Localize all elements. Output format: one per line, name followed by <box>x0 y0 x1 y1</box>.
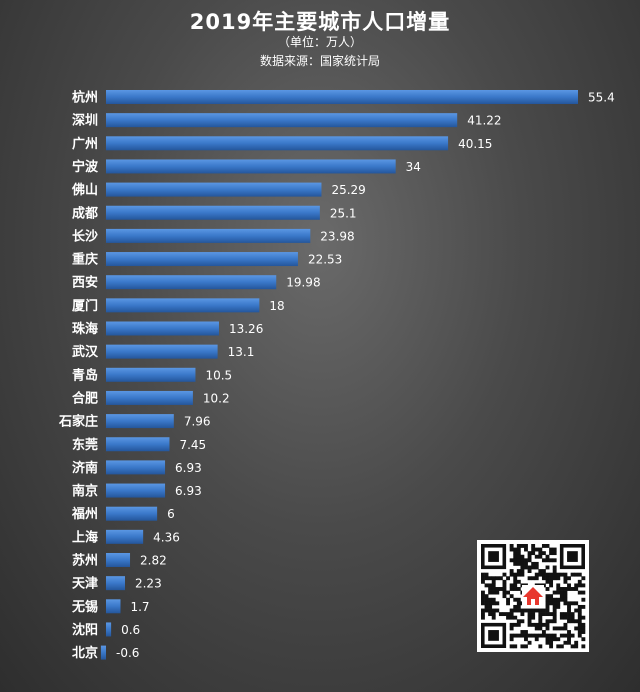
bar <box>106 553 131 567</box>
value-label: 7.96 <box>184 415 211 429</box>
category-label: 天津 <box>72 576 98 592</box>
value-label: 2.23 <box>135 577 162 591</box>
category-label: 广州 <box>72 136 98 152</box>
category-label: 武汉 <box>72 344 99 360</box>
bar <box>106 182 322 197</box>
value-label: 25.29 <box>331 183 365 197</box>
value-label: 7.45 <box>179 438 206 452</box>
category-label: 南京 <box>72 483 98 499</box>
value-label: 1.7 <box>130 600 149 614</box>
value-label: 18 <box>269 299 284 313</box>
category-label: 北京 <box>72 645 98 661</box>
value-label: 25.1 <box>330 206 357 220</box>
bar <box>106 159 396 174</box>
category-label: 杭州 <box>72 90 98 106</box>
value-label: -0.6 <box>116 646 139 660</box>
value-label: 2.82 <box>140 554 167 568</box>
qr-finder-pattern <box>567 551 578 562</box>
category-label: 深圳 <box>72 113 98 129</box>
category-label: 苏州 <box>72 553 98 569</box>
value-label: 23.98 <box>320 229 354 243</box>
value-label: 10.5 <box>205 368 232 382</box>
category-label: 西安 <box>72 275 98 291</box>
qr-code[interactable] <box>477 540 589 652</box>
bar <box>106 228 311 243</box>
house-arrow-icon <box>523 587 543 605</box>
bar <box>106 529 144 544</box>
qr-finder-pattern <box>488 551 499 562</box>
bars-layer: 杭州 55.4 深圳 41.22 广州 40.15 宁波 34 佛山 25.29 成都 25.1 长沙 2… <box>58 90 615 662</box>
category-label: 长沙 <box>72 228 98 244</box>
category-label: 沈阳 <box>72 622 98 638</box>
bar <box>106 321 219 336</box>
value-label: 19.98 <box>286 276 320 290</box>
category-label: 珠海 <box>72 321 98 337</box>
bar <box>106 90 578 104</box>
value-label: 10.2 <box>203 391 230 405</box>
qr-code-image <box>481 544 586 649</box>
bar <box>106 599 121 614</box>
value-label: 40.15 <box>458 137 492 151</box>
category-label: 成都 <box>72 205 98 221</box>
category-label: 福州 <box>71 506 98 522</box>
category-label: 济南 <box>72 460 98 476</box>
category-label: 石家庄 <box>58 414 98 430</box>
bar <box>106 205 320 220</box>
category-label: 青岛 <box>72 367 98 383</box>
category-label: 无锡 <box>71 599 98 615</box>
value-label: 55.4 <box>588 91 615 105</box>
value-label: 0.6 <box>121 623 140 637</box>
bar <box>106 390 193 405</box>
category-label: 东莞 <box>72 437 98 453</box>
bar <box>106 136 449 151</box>
category-label: 合肥 <box>72 390 98 406</box>
bar <box>106 344 218 359</box>
bar <box>106 367 196 382</box>
data-source: 数据来源：国家统计局 <box>259 54 380 68</box>
category-label: 上海 <box>72 529 98 545</box>
bar <box>100 645 106 660</box>
category-label: 宁波 <box>72 159 99 175</box>
value-label: 13.1 <box>228 345 255 359</box>
value-label: 41.22 <box>467 114 501 128</box>
category-label: 厦门 <box>72 298 98 314</box>
bar <box>106 460 166 475</box>
chart-title: 2019年主要城市人口增量 <box>189 10 451 34</box>
value-label: 34 <box>406 160 421 174</box>
chart-subtitle: （单位：万人） <box>277 35 362 49</box>
value-label: 6 <box>167 507 175 521</box>
value-label: 4.36 <box>153 530 180 544</box>
bar <box>106 298 260 313</box>
category-label: 佛山 <box>71 182 98 198</box>
value-label: 6.93 <box>175 484 202 498</box>
bar <box>106 483 166 498</box>
value-label: 22.53 <box>308 253 342 267</box>
bar <box>106 437 170 452</box>
bar <box>106 576 125 591</box>
qr-finder-pattern <box>488 630 499 641</box>
category-label: 重庆 <box>72 252 98 268</box>
bar <box>106 275 277 290</box>
value-label: 6.93 <box>175 461 202 475</box>
bar <box>106 506 158 521</box>
bar <box>106 252 298 267</box>
bar <box>106 113 458 128</box>
bar <box>106 622 112 637</box>
value-label: 13.26 <box>229 322 263 336</box>
bar <box>106 414 174 429</box>
